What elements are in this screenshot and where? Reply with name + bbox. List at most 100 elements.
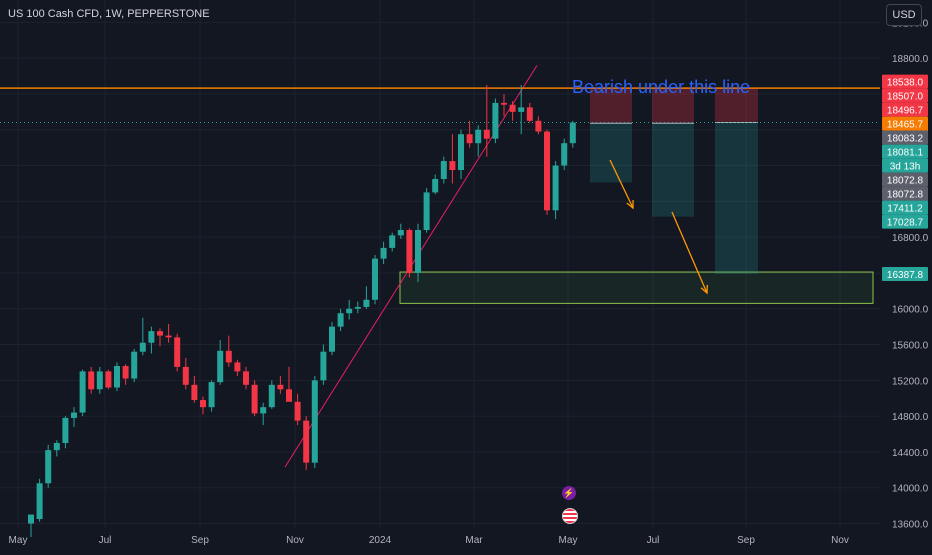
candle-body: [458, 134, 464, 171]
price-label-text: 18072.8: [887, 190, 924, 201]
price-label-text: 18081.1: [887, 148, 924, 159]
candle-body: [174, 337, 181, 367]
price-label-box: [882, 74, 928, 89]
price-label-box: [882, 144, 928, 159]
candle-body: [79, 371, 86, 413]
candle-body: [526, 107, 533, 121]
support-zone: [399, 271, 874, 304]
candle-body: [440, 161, 447, 179]
x-tick-label: Mar: [465, 535, 483, 546]
candle-body: [45, 450, 52, 484]
candle-body: [200, 400, 206, 408]
candle-body: [191, 384, 198, 401]
candle-body: [268, 384, 275, 408]
price-label-box: [882, 267, 928, 282]
candle-body: [372, 258, 378, 300]
price-label-box: [882, 102, 928, 117]
currency-button[interactable]: USD: [886, 4, 922, 26]
candle-body: [217, 350, 224, 383]
candle-body: [552, 165, 559, 211]
price-label-box: [882, 214, 928, 229]
price-label-text: 17411.2: [887, 204, 923, 215]
position-target-zone: [715, 122, 758, 275]
candle-body: [311, 380, 318, 463]
candle-body: [165, 335, 172, 338]
candle-body: [466, 134, 473, 144]
x-tick-label: May: [9, 535, 28, 546]
candle-body: [294, 401, 301, 421]
y-tick-label: 15200.0: [892, 376, 929, 387]
candle-body: [483, 129, 490, 139]
candle-body: [432, 178, 439, 193]
x-tick-label: Sep: [191, 535, 209, 546]
y-tick-label: 18800.0: [892, 54, 929, 65]
candle-body: [535, 120, 542, 132]
candle-body: [243, 371, 249, 385]
price-label-box: [882, 172, 928, 187]
candle-body: [380, 247, 387, 259]
y-tick-label: 13600.0: [892, 520, 929, 531]
position-target-zone: [590, 123, 632, 183]
y-tick-label: 14000.0: [892, 484, 929, 495]
candle-body: [329, 326, 335, 352]
price-label-text: 18465.7: [887, 120, 924, 131]
price-label-box: [882, 200, 928, 215]
candle-body: [492, 102, 499, 139]
x-tick-label: Nov: [286, 535, 304, 546]
candle-body: [225, 350, 232, 363]
candle-body: [96, 371, 103, 390]
x-tick-label: Jul: [99, 535, 112, 546]
price-label-text: 18072.8: [887, 176, 924, 187]
candle-body: [182, 366, 189, 385]
candle-body: [423, 192, 430, 230]
candle-body: [28, 514, 34, 524]
x-tick-label: Jul: [647, 535, 660, 546]
price-label-text: 16387.8: [887, 270, 924, 281]
candle-body: [475, 129, 482, 144]
target-arrow: [609, 159, 634, 209]
candle-body: [88, 371, 95, 390]
price-label-text: 17028.7: [887, 218, 924, 229]
arrow-head: [626, 199, 634, 210]
us-flag-icon[interactable]: [562, 508, 578, 524]
candle-body: [354, 306, 361, 309]
candle-body: [277, 384, 284, 390]
x-tick-label: Sep: [737, 535, 755, 546]
x-tick-label: May: [559, 535, 578, 546]
candle-body: [53, 442, 60, 451]
position-stop-zone: [652, 88, 694, 124]
candle-body: [36, 483, 43, 520]
lightning-event-icon[interactable]: ⚡: [562, 486, 576, 500]
candle-body: [303, 420, 310, 463]
candle-body: [518, 107, 525, 112]
candle-body: [346, 308, 353, 314]
candle-body: [62, 417, 69, 443]
price-label-box: [882, 158, 928, 173]
candle-body: [114, 366, 120, 388]
candle-body: [320, 351, 327, 381]
y-tick-label: 16000.0: [892, 305, 929, 316]
candle-body: [363, 299, 370, 307]
candle-body: [406, 229, 413, 273]
chart-annotation[interactable]: Bearish under this line: [572, 77, 751, 97]
candle-body: [251, 384, 258, 414]
y-tick-label: 14800.0: [892, 412, 929, 423]
price-label-text: 18507.0: [887, 92, 924, 103]
y-tick-label: 14400.0: [892, 448, 929, 459]
candle-body: [157, 331, 163, 336]
candle-body: [389, 235, 396, 248]
candle-body: [105, 371, 112, 388]
target-arrow: [671, 211, 708, 294]
candle-body: [148, 331, 155, 343]
candle-body: [509, 104, 516, 112]
candle-body: [286, 389, 292, 402]
candle-body: [561, 143, 568, 166]
candle-body: [501, 102, 507, 105]
candle-body: [234, 362, 241, 372]
price-label-box: [882, 116, 928, 131]
candle-body: [397, 229, 404, 236]
price-label-box: [882, 130, 928, 145]
candle-body: [569, 122, 576, 144]
